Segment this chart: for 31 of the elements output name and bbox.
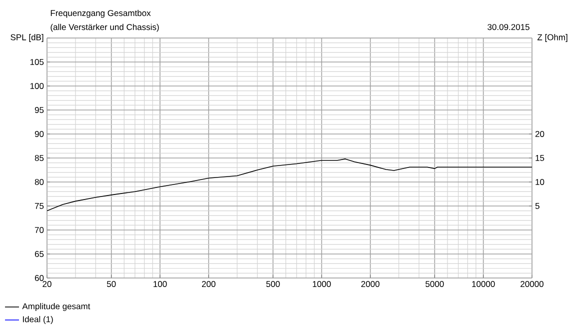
x-tick-label: 10000	[472, 281, 495, 288]
y-tick-label: 95	[34, 106, 44, 113]
x-tick-label: 20	[42, 281, 52, 288]
x-tick-label: 50	[106, 281, 116, 288]
y-tick-label: 75	[34, 203, 44, 209]
chart-title: Frequenzgang Gesamtbox	[50, 10, 151, 18]
y-tick-label: 70	[34, 226, 44, 233]
y-tick-label: 105	[30, 58, 44, 65]
y2-tick-label: 15	[536, 155, 544, 161]
legend-label: Ideal (1)	[22, 316, 53, 324]
legend-label: Amplitude gesamt	[22, 303, 90, 311]
y-tick-label: 85	[34, 154, 44, 161]
chart-subtitle: (alle Verstärker und Chassis)	[50, 24, 159, 32]
y-axis-title: SPL [dB]	[10, 34, 44, 42]
x-tick-label: 1000	[312, 281, 331, 288]
y2-axis-title: Z [Ohm]	[537, 34, 568, 42]
x-tick-label: 2000	[361, 281, 380, 288]
y2-tick-label: 5	[535, 203, 540, 209]
y-tick-label: 65	[34, 250, 44, 257]
y-tick-label: 60	[34, 274, 44, 281]
x-tick-label: 200	[202, 281, 216, 288]
y-tick-label: 90	[34, 130, 44, 137]
text: 30.09.2015	[488, 24, 530, 30]
y-tick-label: 100	[30, 82, 44, 89]
x-tick-label: 100	[154, 281, 167, 288]
y2-tick-label: 20	[535, 130, 544, 137]
y2-tick-label: 10	[536, 178, 544, 185]
y-tick-label: 80	[34, 178, 44, 185]
x-tick-label: 500	[266, 281, 280, 288]
x-tick-label: 5000	[426, 281, 444, 288]
x-tick-label: 20000	[520, 281, 544, 288]
